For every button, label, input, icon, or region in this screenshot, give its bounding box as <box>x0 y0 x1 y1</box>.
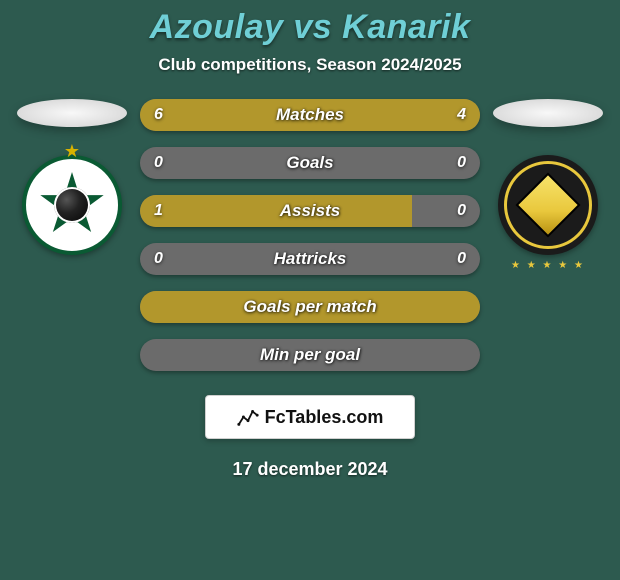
bar-label: Hattricks <box>140 243 480 275</box>
bar-label: Goals per match <box>140 291 480 323</box>
stat-bar: 00Goals <box>140 147 480 179</box>
page-title: Azoulay vs Kanarik <box>0 8 620 47</box>
stat-bar: 64Matches <box>140 99 480 131</box>
content-row: ★ 64Matches 00Goals 10Assists 00Hattricks Go… <box>0 99 620 371</box>
date-label: 17 december 2024 <box>0 459 620 480</box>
stat-bars: 64Matches 00Goals 10Assists 00Hattricks Goal… <box>140 99 480 371</box>
stat-bar: Min per goal <box>140 339 480 371</box>
right-team-column: ★ ★ ★ ★ ★ <box>488 99 608 255</box>
stat-bar: 00Hattricks <box>140 243 480 275</box>
brand-badge: FcTables.com <box>205 395 415 439</box>
stat-bar: Goals per match <box>140 291 480 323</box>
football-icon <box>54 187 90 223</box>
bar-label: Matches <box>140 99 480 131</box>
club-badge-right: ★ ★ ★ ★ ★ <box>498 155 598 255</box>
brand-label: FcTables.com <box>265 407 384 428</box>
subtitle: Club competitions, Season 2024/2025 <box>0 55 620 75</box>
star-icon: ★ <box>63 141 81 159</box>
bar-label: Min per goal <box>140 339 480 371</box>
chart-icon <box>237 406 259 428</box>
stars-icon: ★ ★ ★ ★ ★ <box>511 260 585 271</box>
stat-bar: 10Assists <box>140 195 480 227</box>
comparison-card: Azoulay vs Kanarik Club competitions, Se… <box>0 0 620 580</box>
left-team-column: ★ <box>12 99 132 255</box>
bar-label: Assists <box>140 195 480 227</box>
bar-label: Goals <box>140 147 480 179</box>
player-silhouette-right <box>493 99 603 127</box>
club-badge-left: ★ <box>22 155 122 255</box>
player-silhouette-left <box>17 99 127 127</box>
